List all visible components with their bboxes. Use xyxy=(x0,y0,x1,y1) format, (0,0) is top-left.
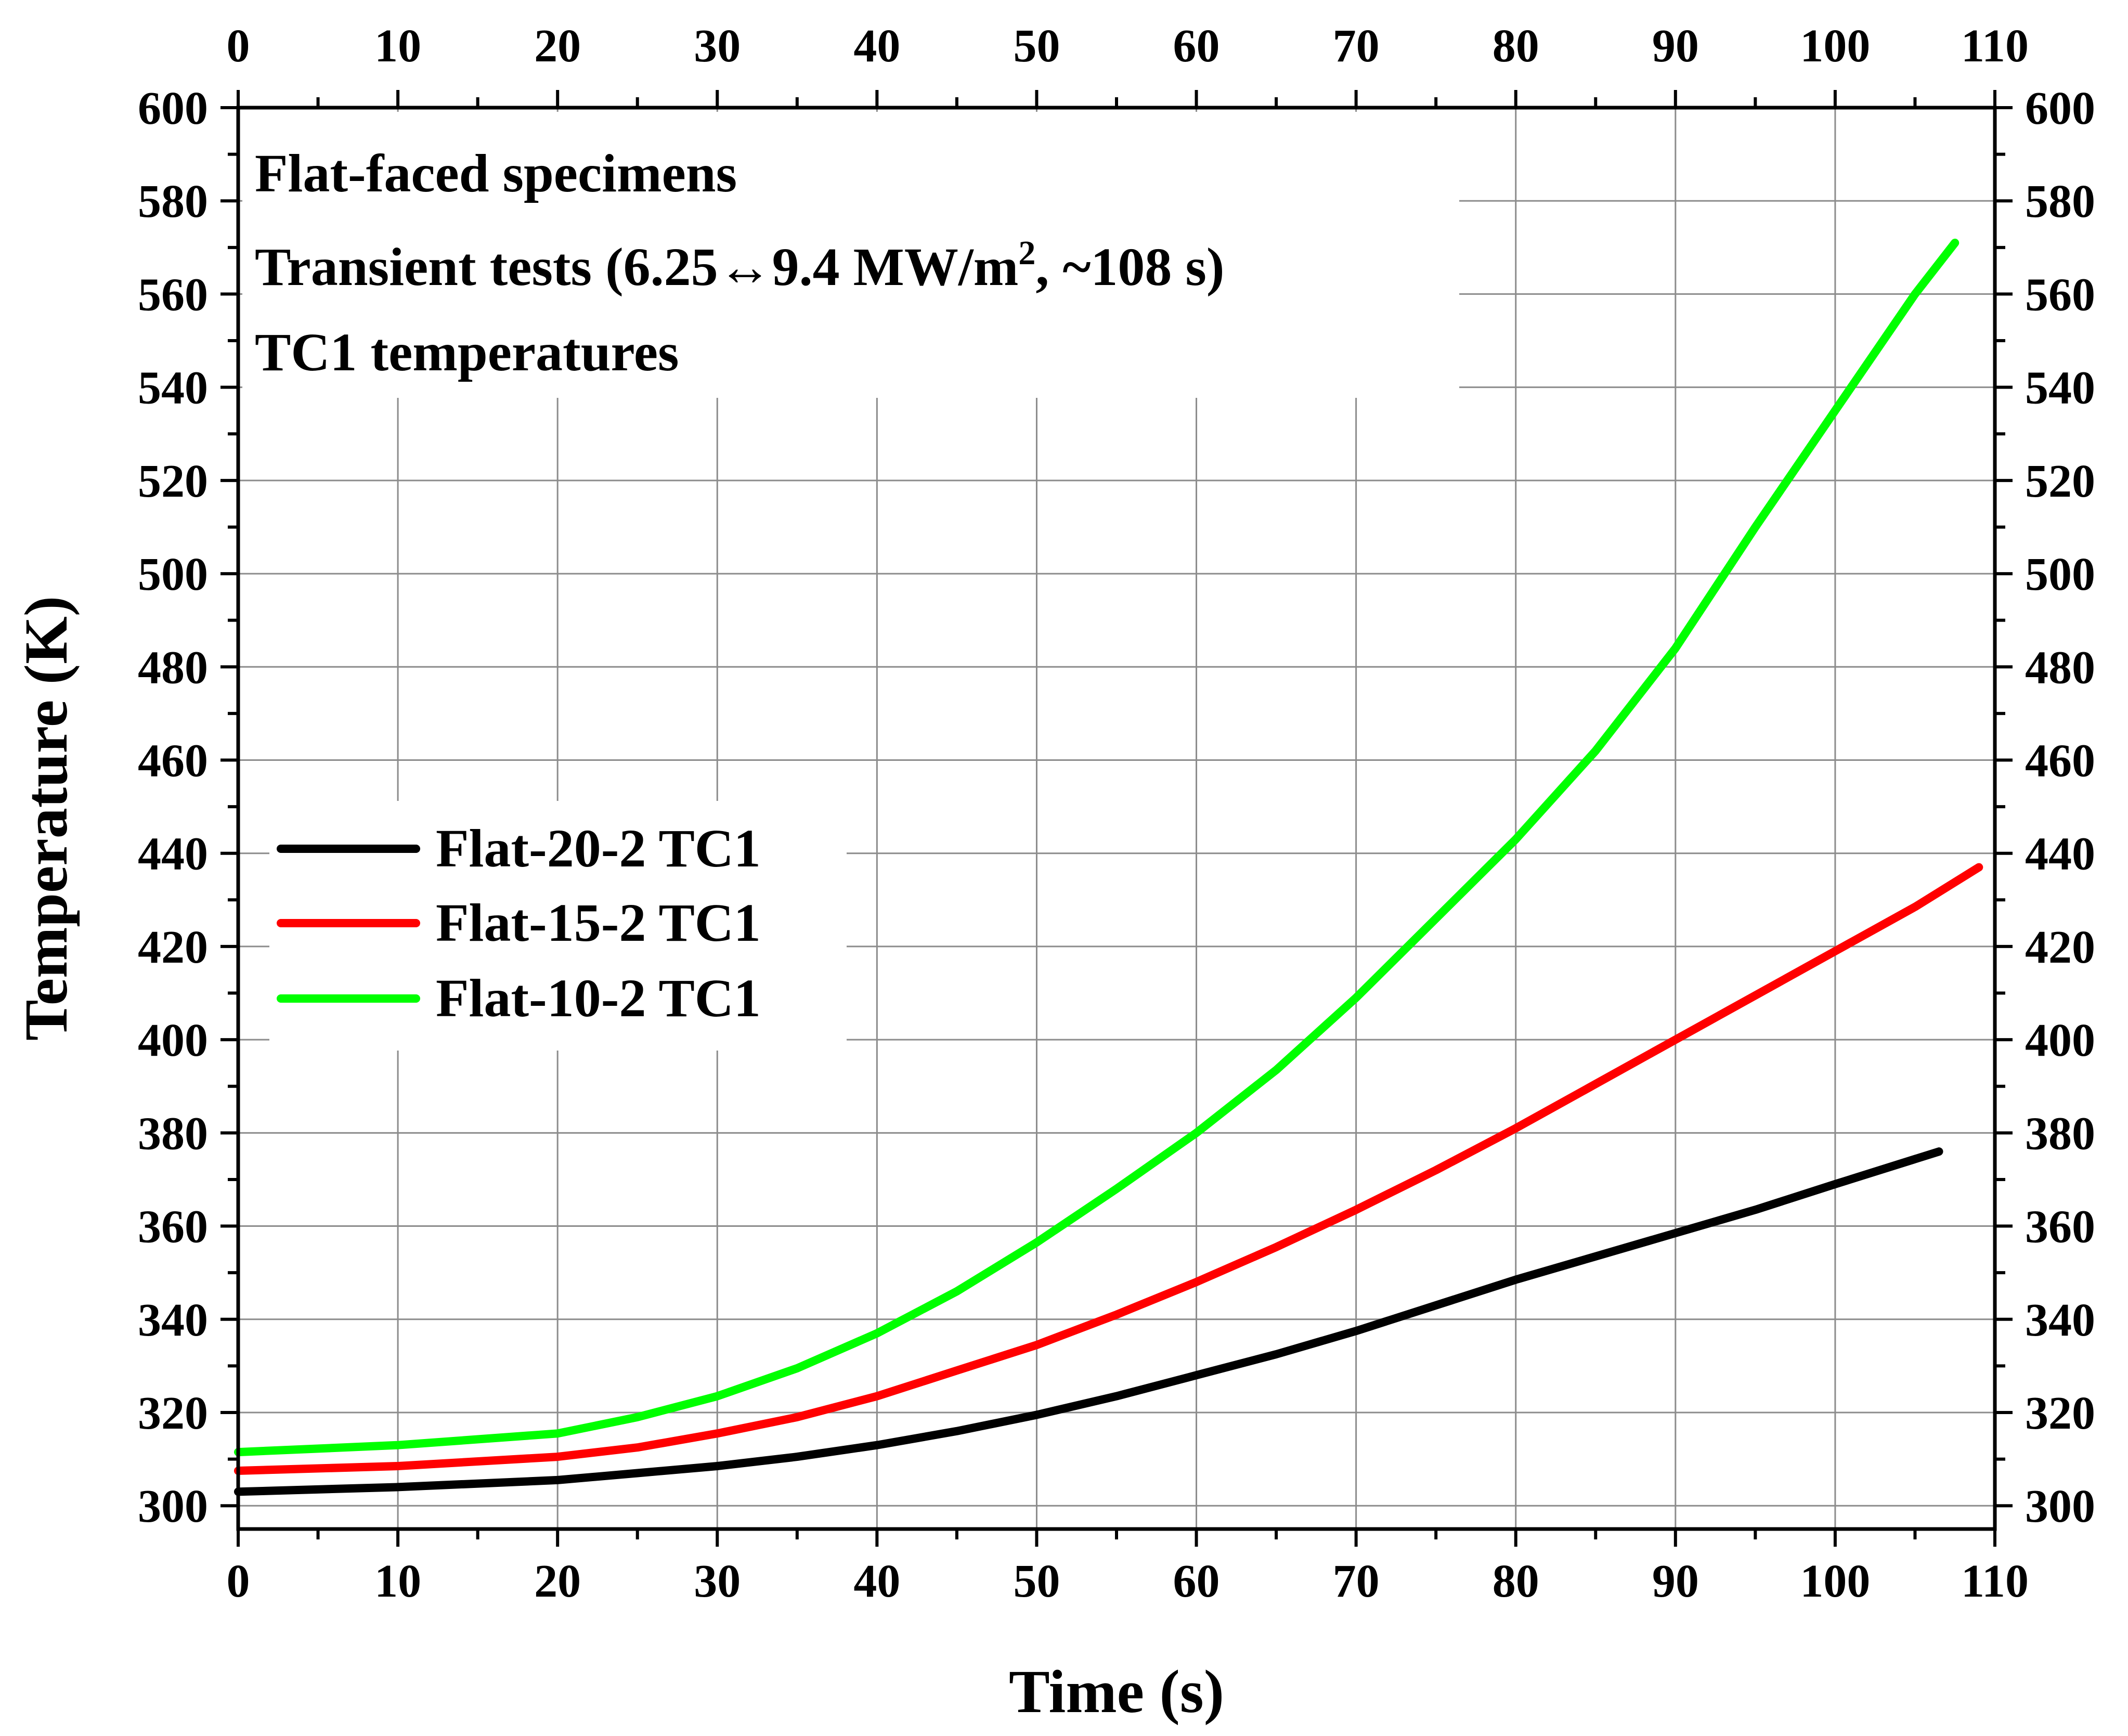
series-lines xyxy=(234,238,1983,1496)
legend-label-1: Flat-20-2 TC1 xyxy=(436,819,761,878)
tick-labels: 0 0 10 10 20 20 30 30 40 40 50 50 60 60 70 70 80 80 90 90 10… xyxy=(138,20,2095,1607)
y-tick-label: 580 xyxy=(138,176,208,227)
x-top-tick-label: 20 xyxy=(534,20,581,72)
legend-label-3: Flat-10-2 TC1 xyxy=(436,968,761,1028)
y-right-tick-label: 460 xyxy=(2025,735,2095,786)
y-right-tick-label: 400 xyxy=(2025,1015,2095,1066)
y-right-tick-label: 320 xyxy=(2025,1388,2095,1439)
y-right-tick-label: 600 xyxy=(2025,83,2095,134)
x-axis-title: Time (s) xyxy=(1009,1657,1224,1726)
x-tick-label: 80 xyxy=(1493,1556,1539,1607)
x-tick-label: 110 xyxy=(1961,1556,2029,1607)
series-line-3 xyxy=(234,238,1960,1457)
annotation-line-3: TC1 temperatures xyxy=(255,322,679,382)
x-tick-label: 90 xyxy=(1652,1556,1699,1607)
annotation-background xyxy=(242,112,1459,1051)
y-right-tick-label: 300 xyxy=(2025,1481,2095,1532)
x-top-tick-label: 30 xyxy=(694,20,741,72)
y-tick-label: 560 xyxy=(138,269,208,320)
x-tick-label: 20 xyxy=(534,1556,581,1607)
y-tick-label: 380 xyxy=(138,1108,208,1159)
y-tick-label: 540 xyxy=(138,362,208,414)
series-line-1 xyxy=(234,1147,1943,1496)
y-right-tick-label: 480 xyxy=(2025,642,2095,693)
y-right-tick-label: 380 xyxy=(2025,1108,2095,1159)
y-tick-label: 320 xyxy=(138,1388,208,1439)
y-axis-title: Temperature (K) xyxy=(12,596,80,1041)
y-tick-label: 340 xyxy=(138,1294,208,1346)
y-right-tick-label: 540 xyxy=(2025,362,2095,414)
y-tick-label: 360 xyxy=(138,1201,208,1253)
x-tick-label: 70 xyxy=(1333,1556,1380,1607)
y-right-tick-label: 560 xyxy=(2025,269,2095,320)
x-tick-label: 100 xyxy=(1800,1556,1870,1607)
annotation-line-1: Flat-faced specimens xyxy=(255,144,737,203)
y-tick-label: 600 xyxy=(138,83,208,134)
y-right-tick-label: 520 xyxy=(2025,456,2095,507)
y-tick-label: 480 xyxy=(138,642,208,693)
annotation-block: Flat-faced specimens Transient tests (6.2… xyxy=(255,144,1225,382)
x-tick-label: 10 xyxy=(374,1556,421,1607)
y-tick-label: 400 xyxy=(138,1015,208,1066)
y-tick-label: 300 xyxy=(138,1481,208,1532)
x-top-tick-label: 40 xyxy=(853,20,900,72)
x-top-tick-label: 10 xyxy=(374,20,421,72)
y-right-tick-label: 440 xyxy=(2025,828,2095,880)
x-top-tick-label: 110 xyxy=(1961,20,2029,72)
x-tick-label: 50 xyxy=(1013,1556,1060,1607)
annotation-box xyxy=(242,112,1459,398)
x-top-tick-label: 80 xyxy=(1493,20,1539,72)
y-tick-label: 420 xyxy=(138,922,208,973)
x-top-tick-label: 100 xyxy=(1800,20,1870,72)
x-tick-label: 0 xyxy=(227,1556,250,1607)
legend-label-2: Flat-15-2 TC1 xyxy=(436,893,761,953)
y-tick-label: 500 xyxy=(138,549,208,600)
x-tick-label: 60 xyxy=(1173,1556,1220,1607)
axis-ticks xyxy=(220,90,2013,1547)
y-right-tick-label: 580 xyxy=(2025,176,2095,227)
y-right-tick-label: 360 xyxy=(2025,1201,2095,1253)
x-top-tick-label: 90 xyxy=(1652,20,1699,72)
x-top-tick-label: 60 xyxy=(1173,20,1220,72)
y-tick-label: 460 xyxy=(138,735,208,786)
x-top-tick-label: 0 xyxy=(227,20,250,72)
y-tick-label: 520 xyxy=(138,456,208,507)
y-right-tick-label: 500 xyxy=(2025,549,2095,600)
annotation-line-2: Transient tests (6.25↔9.4 MW/m2, ~108 s) xyxy=(255,234,1225,297)
x-top-tick-label: 50 xyxy=(1013,20,1060,72)
x-top-tick-label: 70 xyxy=(1333,20,1380,72)
x-tick-label: 40 xyxy=(853,1556,900,1607)
x-tick-label: 30 xyxy=(694,1556,741,1607)
y-tick-label: 440 xyxy=(138,828,208,880)
series-line-2 xyxy=(234,863,1983,1475)
y-right-tick-label: 340 xyxy=(2025,1294,2095,1346)
y-right-tick-label: 420 xyxy=(2025,922,2095,973)
legend: Flat-20-2 TC1 Flat-15-2 TC1 Flat-10-2 TC1 xyxy=(277,819,761,1028)
